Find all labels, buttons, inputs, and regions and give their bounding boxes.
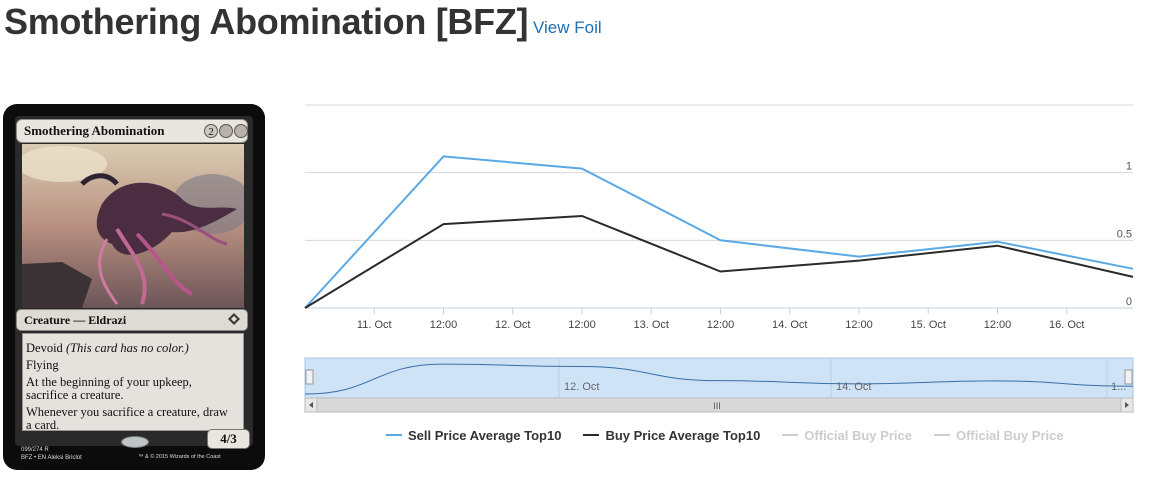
mana-generic-icon: 2 (204, 124, 218, 138)
view-foil-link[interactable]: View Foil (533, 18, 602, 37)
buy-price-line (304, 214, 1134, 309)
legend-line-official-1 (782, 434, 799, 436)
legend-item-sell[interactable]: Sell Price Average Top10 (386, 428, 561, 443)
navigator-handle-left[interactable] (305, 369, 314, 385)
card-type-line: Creature — Eldrazi (24, 313, 127, 327)
price-chart-svg: 0 0.5 1 11. Oct 12:00 12. Oct 12:00 13. Oct 12:0… (304, 104, 1134, 413)
chart-legend: Sell Price Average Top10 Buy Price Avera… (386, 426, 1086, 444)
x-tick-label: 13. Oct (634, 319, 669, 331)
devoid-reminder: (This card has no color.) (65, 341, 189, 355)
navigator-label: 1... (1111, 381, 1126, 393)
y-tick-label: 0 (1126, 296, 1132, 308)
card-text-sacrifice: Whenever you sacrifice a creature, draw … (26, 405, 228, 432)
legend-item-buy[interactable]: Buy Price Average Top10 (583, 428, 760, 443)
x-tick-label: 15. Oct (911, 319, 946, 331)
x-tick-label: 12:00 (430, 319, 458, 331)
card-type-bar (16, 309, 248, 331)
x-tick-label: 12:00 (845, 319, 873, 331)
card-holofoil-stamp (121, 436, 149, 448)
scrollbar-grip: III (713, 401, 721, 411)
x-tick-label: 12:00 (568, 319, 596, 331)
legend-line-sell (386, 434, 402, 436)
mana-black-icon (219, 124, 233, 138)
x-tick-label: 12:00 (984, 319, 1012, 331)
card-text-flying: Flying (26, 358, 59, 372)
set-code: BFZ • EN (21, 455, 47, 461)
navigator-label: 14. Oct (836, 381, 871, 393)
card-collector-info: 099/274 R BFZ • EN Aleksi Briclot (21, 446, 82, 462)
legend-item-official-buy-2[interactable]: Official Buy Price (933, 427, 1064, 443)
legend-label-official-2: Official Buy Price (955, 427, 1064, 443)
scroll-right-arrow-icon (1125, 402, 1129, 408)
x-tick-label: 14. Oct (772, 319, 807, 331)
legend-label-official-1: Official Buy Price (804, 427, 912, 443)
keyword-devoid: Devoid (26, 341, 63, 355)
navigator-label: 12. Oct (564, 381, 599, 393)
y-tick-label: 1 (1126, 161, 1132, 173)
card-set-artist: BFZ • EN Aleksi Briclot (21, 454, 82, 462)
card-text-box (22, 333, 244, 431)
artist-name: Aleksi Briclot (47, 455, 82, 461)
x-tick-label: 16. Oct (1049, 319, 1084, 331)
legend-label-buy: Buy Price Average Top10 (605, 427, 761, 443)
collector-number: 099/274 R (21, 447, 49, 453)
price-chart: 0 0.5 1 11. Oct 12:00 12. Oct 12:00 13. Oct 12:0… (296, 96, 1142, 476)
x-tick-label: 12:00 (707, 319, 735, 331)
legend-line-buy (583, 434, 600, 436)
legend-item-official-buy-1[interactable]: Official Buy Price (782, 428, 912, 443)
mana-black-icon (234, 124, 248, 138)
power-toughness: 4/3 (207, 429, 250, 449)
navigator-series-line (304, 363, 1134, 395)
card-copyright: ™ & © 2015 Wizards of the Coast (138, 454, 221, 460)
x-tick-label: 11. Oct (357, 319, 392, 331)
navigator-handle-right[interactable] (1124, 369, 1133, 385)
set-symbol-icon (228, 313, 240, 325)
page-title: Smothering Abomination [BFZ] (4, 1, 529, 42)
sell-price-line (304, 155, 1134, 309)
card-text-upkeep: At the beginning of your upkeep, sacrifi… (26, 375, 192, 402)
legend-line-official-2 (933, 434, 950, 436)
y-tick-label: 0.5 (1117, 228, 1132, 240)
card-text-devoid: Devoid (This card has no color.) (26, 342, 236, 355)
legend-label-sell: Sell Price Average Top10 (408, 427, 562, 443)
x-tick-label: 12. Oct (495, 319, 530, 331)
navigator-range (304, 357, 1134, 399)
card-name: Smothering Abomination (24, 123, 165, 138)
card-art (22, 144, 244, 308)
scroll-left-arrow-icon (309, 402, 313, 408)
